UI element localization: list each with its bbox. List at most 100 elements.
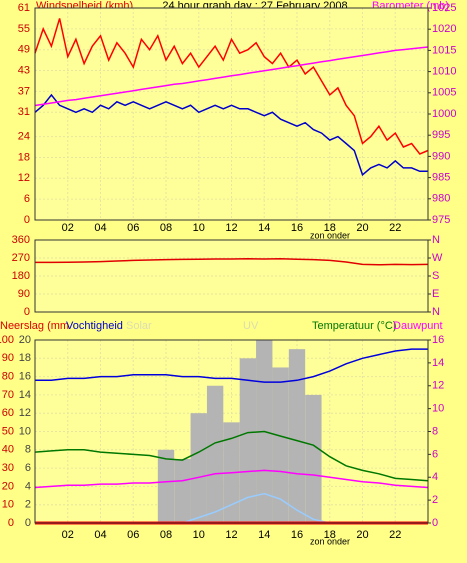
x-tick-label: 20 <box>356 529 368 541</box>
x-tick-label: 14 <box>258 529 270 541</box>
y-tick-label: 30 <box>2 462 14 474</box>
y2-tick-label: 1015 <box>432 44 456 56</box>
y-tick-label: 100 <box>0 334 14 346</box>
y2-tick-label: 8 <box>432 425 438 437</box>
barometer-label: Barometer (mb) <box>372 0 449 12</box>
y-tick-label: 10 <box>2 499 14 511</box>
solar-bar <box>305 394 322 523</box>
uv-label: UV <box>243 320 259 332</box>
x-tick-label: 22 <box>389 222 401 234</box>
y2-tick-label: N <box>432 306 440 318</box>
temperature-label: Temperatuur (°C) <box>312 320 396 332</box>
y2-tick-label: N <box>432 234 440 246</box>
x-tick-label: 06 <box>127 529 139 541</box>
plot-border <box>34 339 429 524</box>
series-line <box>34 430 429 482</box>
y2-tick-label: 4 <box>432 471 438 483</box>
y3-tick-label: 14 <box>19 389 31 401</box>
y-tick-label: 60 <box>2 407 14 419</box>
x-tick-label: 12 <box>225 529 237 541</box>
y-tick-label: 24 <box>18 130 30 142</box>
sunset-label: zon onder <box>310 536 350 546</box>
series-line <box>34 469 429 489</box>
y3-tick-label: 2 <box>25 499 31 511</box>
y3-tick-label: 18 <box>19 352 31 364</box>
humidity-label: Vochtigheid <box>66 320 123 332</box>
y-tick-label: 0 <box>24 214 30 226</box>
y2-tick-label: 980 <box>432 193 450 205</box>
solar-bar <box>272 367 289 523</box>
y-tick-label: 80 <box>2 371 14 383</box>
y-tick-label: 43 <box>18 64 30 76</box>
y2-tick-label: 12 <box>432 380 444 392</box>
y2-tick-label: 1010 <box>432 66 456 78</box>
x-tick-label: 18 <box>324 222 336 234</box>
x-tick-label: 10 <box>193 222 205 234</box>
y-tick-label: 0 <box>24 306 30 318</box>
y-tick-label: 90 <box>2 352 14 364</box>
y2-tick-label: 6 <box>432 448 438 460</box>
y2-tick-label: 975 <box>432 214 450 226</box>
x-tick-label: 04 <box>94 222 106 234</box>
y-tick-label: 6 <box>24 193 30 205</box>
x-tick-label: 14 <box>258 222 270 234</box>
y-tick-label: 50 <box>2 425 14 437</box>
solar-bar <box>157 449 175 523</box>
plot-border <box>34 239 429 313</box>
layer: 0612182431374349556197598098599099510001… <box>18 2 457 234</box>
y3-tick-label: 8 <box>25 444 31 456</box>
x-tick-label: 18 <box>324 529 336 541</box>
y2-tick-label: 995 <box>432 129 450 141</box>
x-tick-label: 12 <box>225 222 237 234</box>
y2-tick-label: 1025 <box>432 2 456 14</box>
y-tick-label: 0 <box>8 517 14 529</box>
y-tick-label: 61 <box>18 2 30 14</box>
y-tick-label: 40 <box>2 444 14 456</box>
solar-bar <box>239 358 257 523</box>
x-tick-label: 02 <box>62 222 74 234</box>
y-tick-label: 180 <box>12 270 30 282</box>
y-tick-label: 360 <box>12 234 30 246</box>
solar-bar <box>206 385 224 523</box>
x-tick-label: 06 <box>127 222 139 234</box>
series-line <box>34 93 428 177</box>
plot-border <box>34 7 429 221</box>
solar-bar <box>174 458 191 523</box>
y3-tick-label: 0 <box>25 517 31 529</box>
x-tick-label: 10 <box>193 529 205 541</box>
y3-tick-label: 10 <box>19 425 31 437</box>
y2-tick-label: 0 <box>432 517 438 529</box>
y2-tick-label: 16 <box>432 334 444 346</box>
x-tick-label: 22 <box>389 529 401 541</box>
dewpoint-label: Dauwpunt <box>393 320 443 332</box>
y3-tick-label: 12 <box>19 407 31 419</box>
y-tick-label: 90 <box>18 288 30 300</box>
y-tick-label: 270 <box>12 252 30 264</box>
y-tick-label: 37 <box>18 85 30 97</box>
y2-tick-label: 985 <box>432 172 450 184</box>
y2-tick-label: 990 <box>432 150 450 162</box>
y-tick-label: 12 <box>18 172 30 184</box>
wind-label: Windsnelheid (kmh) <box>36 0 133 12</box>
solar-label: Solar <box>126 320 152 332</box>
y2-tick-label: 14 <box>432 357 444 369</box>
series-line <box>35 348 428 383</box>
y2-tick-label: 1000 <box>432 108 456 120</box>
x-tick-label: 20 <box>356 222 368 234</box>
y2-tick-label: W <box>432 252 443 264</box>
solar-bar <box>288 349 306 523</box>
rain-label: Neerslag (mm <box>0 320 69 332</box>
y2-tick-label: 10 <box>432 403 444 415</box>
y2-tick-label: 1020 <box>432 23 456 35</box>
y-tick-label: 70 <box>2 389 14 401</box>
y2-tick-label: 2 <box>432 494 438 506</box>
series-line <box>35 258 429 266</box>
y-tick-label: 20 <box>2 480 14 492</box>
y3-tick-label: 20 <box>19 334 31 346</box>
y3-tick-label: 4 <box>25 480 31 492</box>
x-tick-label: 08 <box>160 529 172 541</box>
y-tick-label: 18 <box>18 151 30 163</box>
y-tick-label: 49 <box>18 44 30 56</box>
